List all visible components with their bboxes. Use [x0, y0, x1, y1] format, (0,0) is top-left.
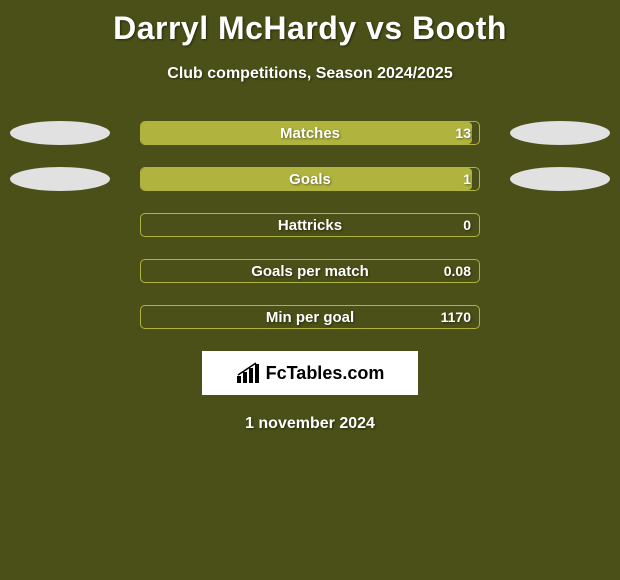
right-ellipse [510, 121, 610, 145]
stat-value: 0 [463, 214, 471, 236]
brand-box: FcTables.com [202, 351, 418, 395]
left-ellipse [10, 259, 110, 283]
stat-row: Hattricks0 [0, 213, 620, 237]
stat-bar: Goals1 [140, 167, 480, 191]
stat-label: Hattricks [141, 214, 479, 236]
left-ellipse [10, 305, 110, 329]
chart-bars-icon [236, 362, 262, 384]
date-line: 1 november 2024 [0, 415, 620, 433]
stat-row: Goals1 [0, 167, 620, 191]
stat-value: 1 [463, 168, 471, 190]
stat-label: Matches [141, 122, 479, 144]
left-ellipse [10, 213, 110, 237]
right-ellipse [510, 167, 610, 191]
left-ellipse [10, 167, 110, 191]
stat-bar: Min per goal1170 [140, 305, 480, 329]
right-ellipse [510, 259, 610, 283]
stat-value: 1170 [441, 306, 471, 328]
stat-label: Goals per match [141, 260, 479, 282]
brand-text: FcTables.com [266, 363, 385, 384]
right-ellipse [510, 213, 610, 237]
left-ellipse [10, 121, 110, 145]
stat-label: Min per goal [141, 306, 479, 328]
stat-bar: Matches13 [140, 121, 480, 145]
page-title: Darryl McHardy vs Booth [0, 0, 620, 47]
right-ellipse [510, 305, 610, 329]
stat-row: Min per goal1170 [0, 305, 620, 329]
stat-label: Goals [141, 168, 479, 190]
page-subtitle: Club competitions, Season 2024/2025 [0, 65, 620, 83]
stat-value: 13 [455, 122, 471, 144]
stat-value: 0.08 [444, 260, 471, 282]
stats-container: Matches13 Goals1 Hattricks0 Goals per match… [0, 121, 620, 329]
stat-bar: Hattricks0 [140, 213, 480, 237]
stat-bar: Goals per match0.08 [140, 259, 480, 283]
stat-row: Matches13 [0, 121, 620, 145]
stat-row: Goals per match0.08 [0, 259, 620, 283]
